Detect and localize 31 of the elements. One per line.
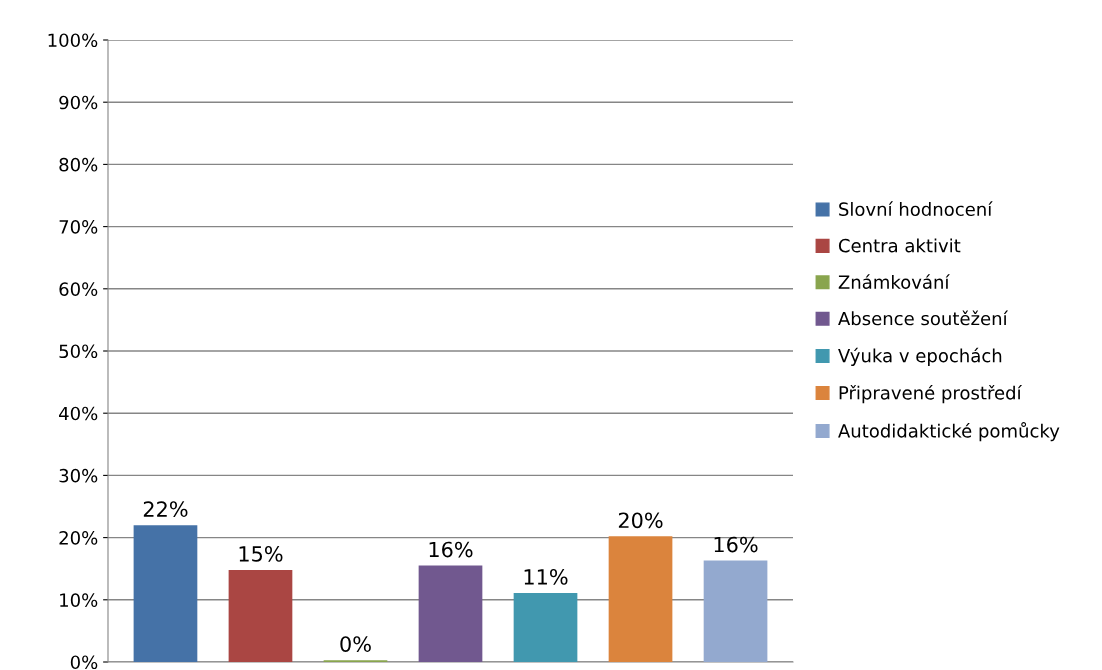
legend-label: Slovní hodnocení (839, 201, 993, 217)
legend-label: Výuka v epochách (838, 347, 1002, 366)
bar (513, 592, 578, 662)
data-label: 20% (618, 512, 663, 529)
bar (133, 525, 198, 662)
data-label: 22% (143, 501, 188, 517)
y-tick-label: 60% (59, 282, 98, 296)
legend-label: Absence soutěžení (838, 310, 1009, 326)
data-label: 16% (714, 536, 758, 553)
y-tick-label: 40% (59, 406, 98, 421)
legend-label: Autodidaktické pomůcky (838, 422, 1060, 442)
data-label: 11% (524, 569, 568, 585)
y-tick-label: 50% (59, 344, 98, 359)
bar (228, 569, 293, 662)
data-label: 15% (239, 545, 283, 562)
y-tick-label: 20% (59, 531, 98, 545)
bar (703, 560, 768, 662)
data-label: 16% (429, 541, 473, 558)
y-tick-label: 10% (60, 593, 98, 607)
y-tick-label: 80% (59, 157, 98, 172)
y-tick-label: 100% (48, 33, 98, 48)
legend-label: Připravené prostředí (839, 384, 1023, 404)
y-tick-label: 90% (59, 95, 98, 110)
data-label: 0% (340, 636, 371, 652)
bar (608, 536, 673, 662)
legend-label: Centra aktivit (838, 238, 961, 253)
y-tick-label: 0% (70, 655, 98, 670)
legend-label: Známkování (838, 274, 950, 289)
bar (418, 565, 483, 662)
y-tick-label: 30% (59, 468, 98, 483)
y-tick-label: 70% (59, 220, 98, 234)
